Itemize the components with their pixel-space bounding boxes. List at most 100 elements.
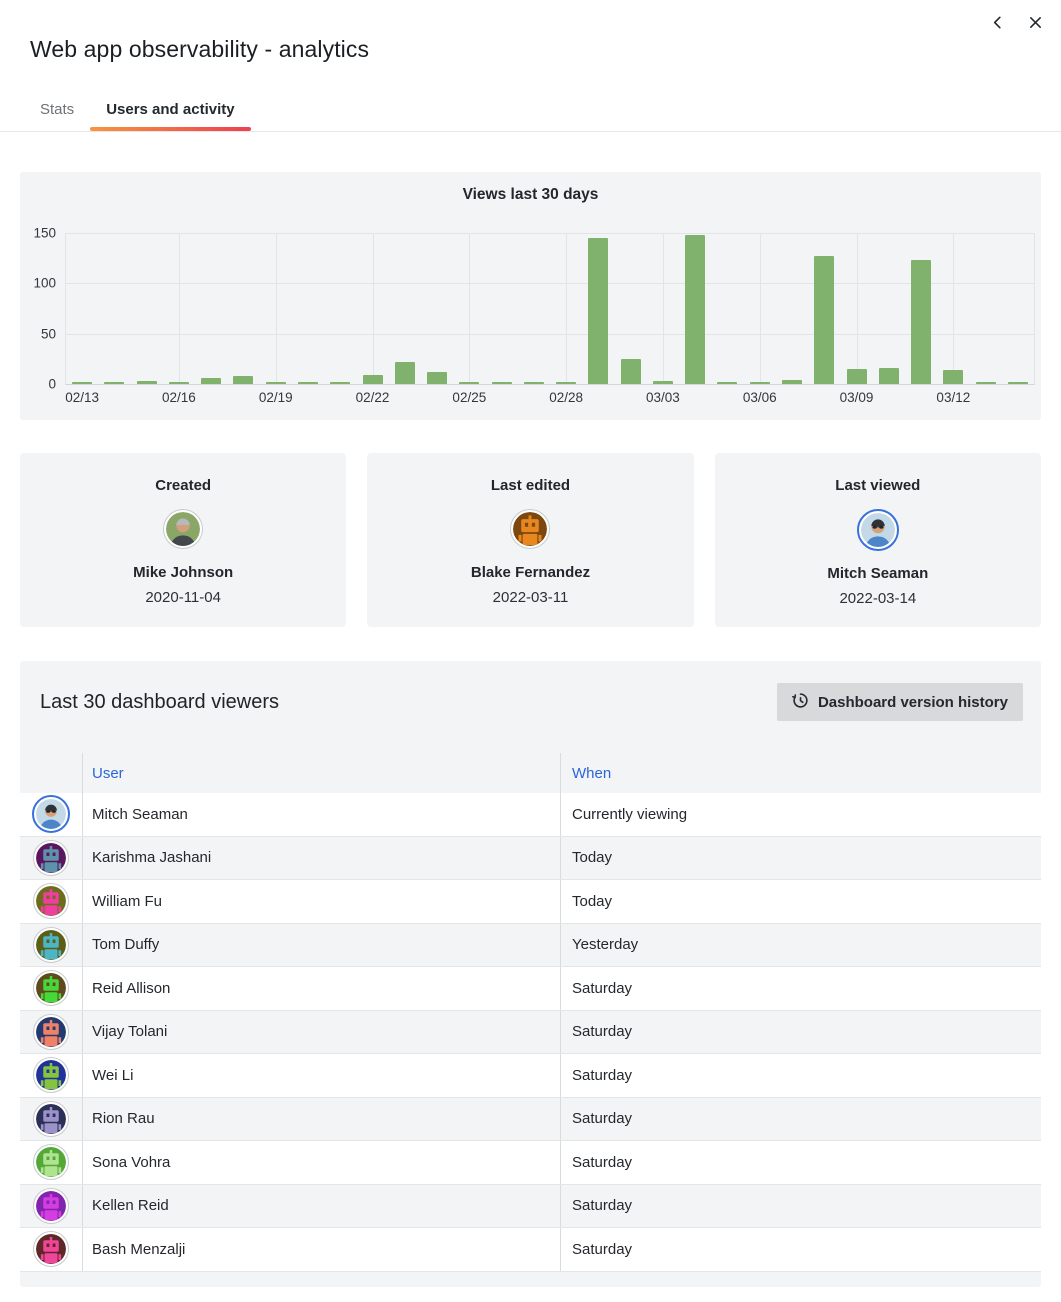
bar-slot xyxy=(550,233,582,384)
bar xyxy=(652,380,673,384)
x-tick-label: 02/19 xyxy=(258,390,293,405)
bar xyxy=(330,382,351,384)
table-row: William Fu Today xyxy=(20,880,1041,924)
history-icon xyxy=(791,692,809,713)
bar-slot xyxy=(711,233,743,384)
avatar-cell xyxy=(20,1185,82,1228)
h-gridline xyxy=(66,333,1034,335)
viewer-name: Bash Menzalji xyxy=(82,1228,560,1271)
y-tick-label: 100 xyxy=(33,275,56,291)
table-header-row: User When xyxy=(20,753,1041,793)
tab-stats[interactable]: Stats xyxy=(24,91,90,131)
v-gridline xyxy=(469,233,471,384)
header: Web app observability - analytics xyxy=(0,0,1061,63)
table-row: Rion Rau Saturday xyxy=(20,1097,1041,1141)
bar-slot xyxy=(421,233,453,384)
x-tick-label: 02/13 xyxy=(65,390,100,405)
viewer-when: Yesterday xyxy=(560,923,1041,966)
bar xyxy=(556,382,577,384)
close-icon[interactable] xyxy=(1023,10,1047,34)
bar xyxy=(781,379,802,384)
viewers-table-body: Mitch Seaman Currently viewing Karishma … xyxy=(20,793,1041,1272)
bar xyxy=(72,382,93,384)
v-gridline xyxy=(566,233,568,384)
column-header-user[interactable]: User xyxy=(82,753,560,793)
x-tick-label: 02/25 xyxy=(452,390,487,405)
viewer-name: Rion Rau xyxy=(82,1097,560,1140)
card-date: 2022-03-14 xyxy=(839,590,917,607)
viewer-name: Mitch Seaman xyxy=(82,793,560,836)
bar-slot xyxy=(582,233,614,384)
viewers-panel: Last 30 dashboard viewers Dashboard vers… xyxy=(20,661,1041,1287)
bar-slot xyxy=(131,233,163,384)
window-controls xyxy=(985,10,1047,34)
bar-slot xyxy=(647,233,679,384)
chart-title: Views last 30 days xyxy=(462,186,599,203)
bar xyxy=(168,382,189,384)
card-date: 2022-03-11 xyxy=(492,589,569,606)
dashboard-version-history-button[interactable]: Dashboard version history xyxy=(776,683,1023,721)
bar xyxy=(620,358,641,384)
card-user-name: Mitch Seaman xyxy=(827,565,929,582)
bar xyxy=(201,377,222,384)
avatar-column-header xyxy=(20,753,82,793)
avatar-cell xyxy=(20,1228,82,1271)
card-date: 2020-11-04 xyxy=(145,589,221,606)
bar xyxy=(362,374,383,384)
avatar-cell xyxy=(20,1011,82,1054)
x-tick-label: 02/28 xyxy=(549,390,584,405)
bar-slot xyxy=(518,233,550,384)
bar-slot xyxy=(485,233,517,384)
avatar-cell xyxy=(20,1141,82,1184)
column-header-when[interactable]: When xyxy=(560,753,1041,793)
y-tick-label: 0 xyxy=(48,376,56,392)
bar xyxy=(943,369,964,384)
last-viewed-card: Last viewed Mitch Seaman 2022-03-14 xyxy=(714,453,1041,627)
viewer-name: Vijay Tolani xyxy=(82,1010,560,1053)
card-label: Last viewed xyxy=(835,477,921,494)
avatar-cell xyxy=(20,924,82,967)
viewer-name: Sona Vohra xyxy=(82,1141,560,1184)
v-gridline xyxy=(662,233,664,384)
bar-slot xyxy=(937,233,969,384)
bar xyxy=(975,382,996,384)
bar xyxy=(265,382,286,384)
bar-slot xyxy=(969,233,1001,384)
v-gridline xyxy=(275,233,277,384)
bar xyxy=(685,235,706,384)
tab-bar: Stats Users and activity xyxy=(0,91,1061,132)
x-tick-label: 03/09 xyxy=(839,390,874,405)
avatar xyxy=(163,509,204,549)
tab-users-and-activity[interactable]: Users and activity xyxy=(90,91,251,131)
avatar xyxy=(856,509,899,551)
bar-slot xyxy=(356,233,388,384)
viewer-when: Saturday xyxy=(560,1141,1041,1184)
v-gridline xyxy=(953,233,955,384)
avatar xyxy=(33,1013,69,1050)
bar xyxy=(846,368,867,384)
bar-slot xyxy=(453,233,485,384)
views-chart-panel: Views last 30 days 0 50 100 150 02/13 02/16 0… xyxy=(20,172,1041,420)
tab-users-and-activity-label: Users and activity xyxy=(106,101,235,118)
bar xyxy=(459,382,480,384)
bar xyxy=(717,382,738,384)
bar xyxy=(104,382,125,384)
avatar-cell xyxy=(20,967,82,1010)
viewer-when: Saturday xyxy=(560,1054,1041,1097)
avatar-cell xyxy=(20,880,82,923)
avatar xyxy=(33,1057,69,1094)
viewer-when: Today xyxy=(560,836,1041,879)
bar xyxy=(136,380,157,384)
avatar xyxy=(33,1187,69,1224)
bar xyxy=(588,238,609,384)
bar xyxy=(491,382,512,384)
viewer-when: Saturday xyxy=(560,967,1041,1010)
back-icon[interactable] xyxy=(985,10,1009,34)
avatar xyxy=(33,839,69,876)
bar xyxy=(233,375,254,384)
bar-slot xyxy=(163,233,195,384)
viewer-name: William Fu xyxy=(82,880,560,923)
bar-slot xyxy=(324,233,356,384)
bar-slot xyxy=(776,233,808,384)
